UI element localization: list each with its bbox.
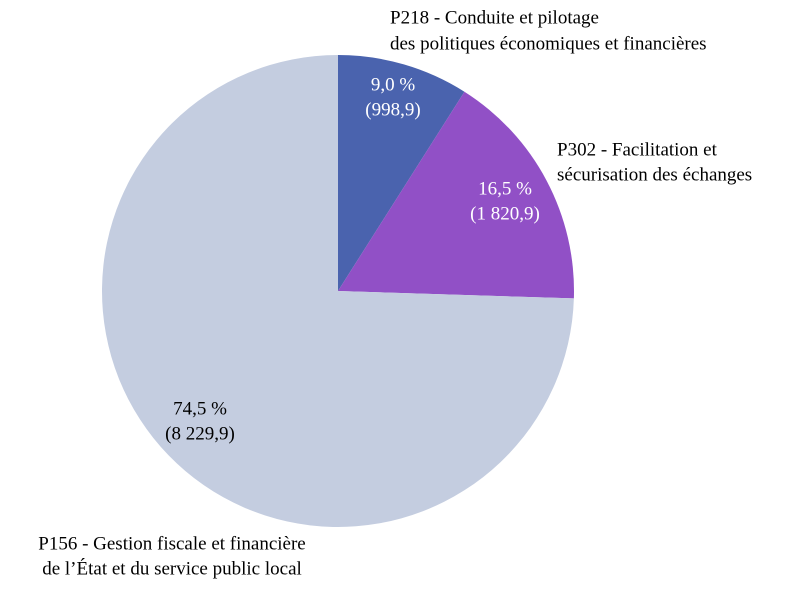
pie-slice	[338, 55, 465, 291]
category-label: P218 - Conduite et pilotage	[390, 7, 599, 28]
category-label: des politiques économiques et financière…	[390, 33, 707, 54]
pie-slice	[102, 55, 574, 527]
amount-label: (998,9)	[365, 99, 420, 120]
amount-label: (1 820,9)	[470, 203, 540, 224]
category-label: P156 - Gestion fiscale et financière	[38, 533, 305, 554]
value-label: 16,5 %	[478, 178, 532, 199]
category-label: P302 - Facilitation et	[557, 139, 718, 160]
value-label: 74,5 %	[173, 398, 227, 419]
pie-slice	[338, 91, 574, 299]
value-label: 9,0 %	[371, 74, 416, 95]
category-label: sécurisation des échanges	[557, 164, 752, 185]
category-label: de l’État et du service public local	[42, 557, 302, 579]
amount-label: (8 229,9)	[165, 423, 235, 444]
